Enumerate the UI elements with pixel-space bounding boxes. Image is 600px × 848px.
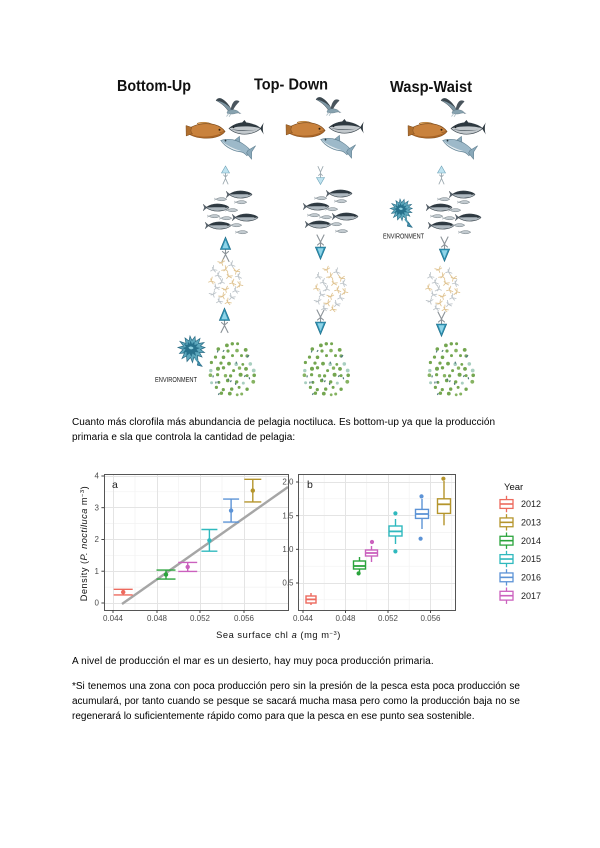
svg-text:2016: 2016	[521, 573, 541, 583]
svg-text:2015: 2015	[521, 554, 541, 564]
svg-text:0.044: 0.044	[103, 614, 124, 623]
svg-text:2014: 2014	[521, 536, 541, 546]
svg-text:a: a	[112, 479, 118, 491]
svg-text:Bottom-Up: Bottom-Up	[117, 78, 191, 95]
svg-text:2017: 2017	[521, 591, 541, 601]
svg-text:0.056: 0.056	[234, 614, 255, 623]
svg-text:0.056: 0.056	[420, 614, 441, 623]
svg-text:Year: Year	[504, 482, 523, 493]
svg-text:0.048: 0.048	[335, 614, 356, 623]
svg-text:ENVIRONMENT: ENVIRONMENT	[155, 377, 198, 384]
svg-text:0.048: 0.048	[147, 614, 168, 623]
svg-text:b: b	[307, 479, 313, 491]
svg-text:0.052: 0.052	[190, 614, 211, 623]
svg-text:Top- Down: Top- Down	[254, 77, 328, 94]
svg-text:Density (P. noctiluca m−3): Density (P. noctiluca m−3)	[79, 486, 89, 601]
svg-text:2: 2	[95, 535, 100, 544]
svg-text:Sea surface chl a (mg m−3): Sea surface chl a (mg m−3)	[216, 630, 341, 640]
svg-text:Wasp-Waist: Wasp-Waist	[390, 79, 473, 96]
svg-text:2.0: 2.0	[282, 478, 294, 487]
svg-text:1.0: 1.0	[282, 545, 294, 554]
svg-text:2012: 2012	[521, 499, 541, 509]
svg-text:ENVIRONMENT: ENVIRONMENT	[383, 234, 425, 241]
svg-text:0.5: 0.5	[282, 579, 294, 588]
svg-text:1.5: 1.5	[282, 511, 294, 520]
svg-text:3: 3	[95, 503, 100, 512]
svg-text:0: 0	[95, 599, 100, 608]
svg-text:0.052: 0.052	[378, 614, 399, 623]
svg-text:4: 4	[95, 472, 100, 481]
svg-text:1: 1	[95, 567, 100, 576]
svg-text:0.044: 0.044	[293, 614, 314, 623]
svg-text:2013: 2013	[521, 518, 541, 528]
